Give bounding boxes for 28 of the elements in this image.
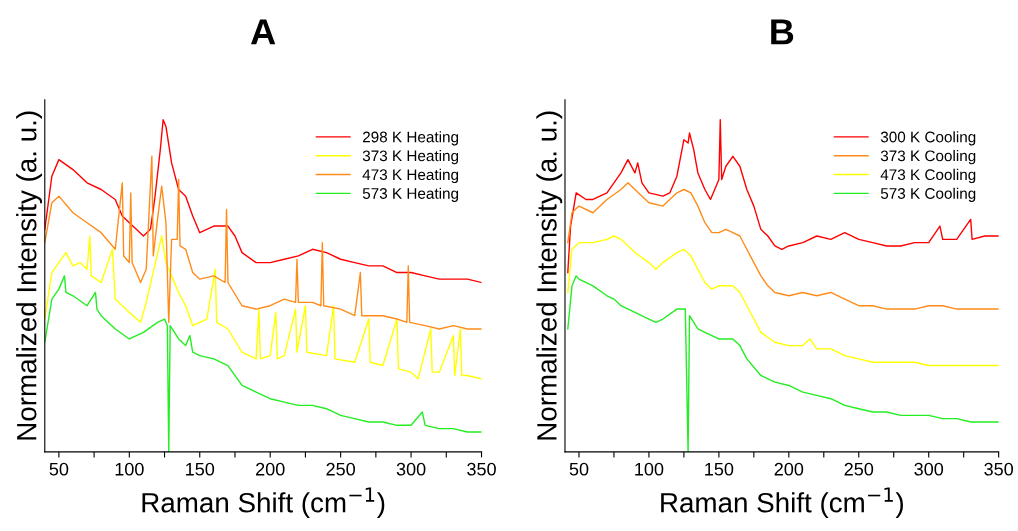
- x-tick-label: 350: [467, 462, 496, 476]
- x-axis-title: Raman Shift (cm$^{−1}$): [142, 487, 385, 519]
- legend-label: 300 K Cooling: [880, 131, 976, 146]
- legend-label: 473 K Cooling: [880, 168, 976, 184]
- x-tick-label: 100: [635, 462, 664, 476]
- x-tick-label: 250: [844, 462, 874, 476]
- legend-label: 573 K Heating: [362, 187, 459, 202]
- x-tick-label: 50: [49, 462, 69, 476]
- y-axis-title: Normalized Intensity (a. u.): [536, 111, 563, 440]
- x-tick-label: 50: [569, 462, 589, 476]
- x-axis-title: Raman Shift (cm$^{−1}$): [661, 487, 903, 519]
- x-tick-label: 300: [396, 462, 426, 476]
- x-tick-label: 350: [984, 462, 1014, 476]
- legend-label: 373 K Cooling: [880, 150, 976, 165]
- chart-title: A: [251, 19, 276, 45]
- legend-label: 373 K Heating: [362, 150, 459, 165]
- x-tick-label: 100: [115, 462, 144, 476]
- x-tick-label: 200: [256, 462, 285, 476]
- x-tick-label: 300: [914, 462, 944, 476]
- y-axis-title: Normalized Intensity (a. u.): [16, 111, 43, 440]
- legend-label: 573 K Cooling: [880, 187, 976, 202]
- x-tick-label: 200: [774, 462, 804, 476]
- x-tick-label: 150: [186, 462, 215, 476]
- legend-label: 473 K Heating: [362, 168, 459, 184]
- x-tick-label: 150: [705, 462, 734, 476]
- chart-title: B: [771, 19, 794, 45]
- x-tick-label: 250: [326, 462, 355, 476]
- legend-label: 298 K Heating: [362, 131, 459, 146]
